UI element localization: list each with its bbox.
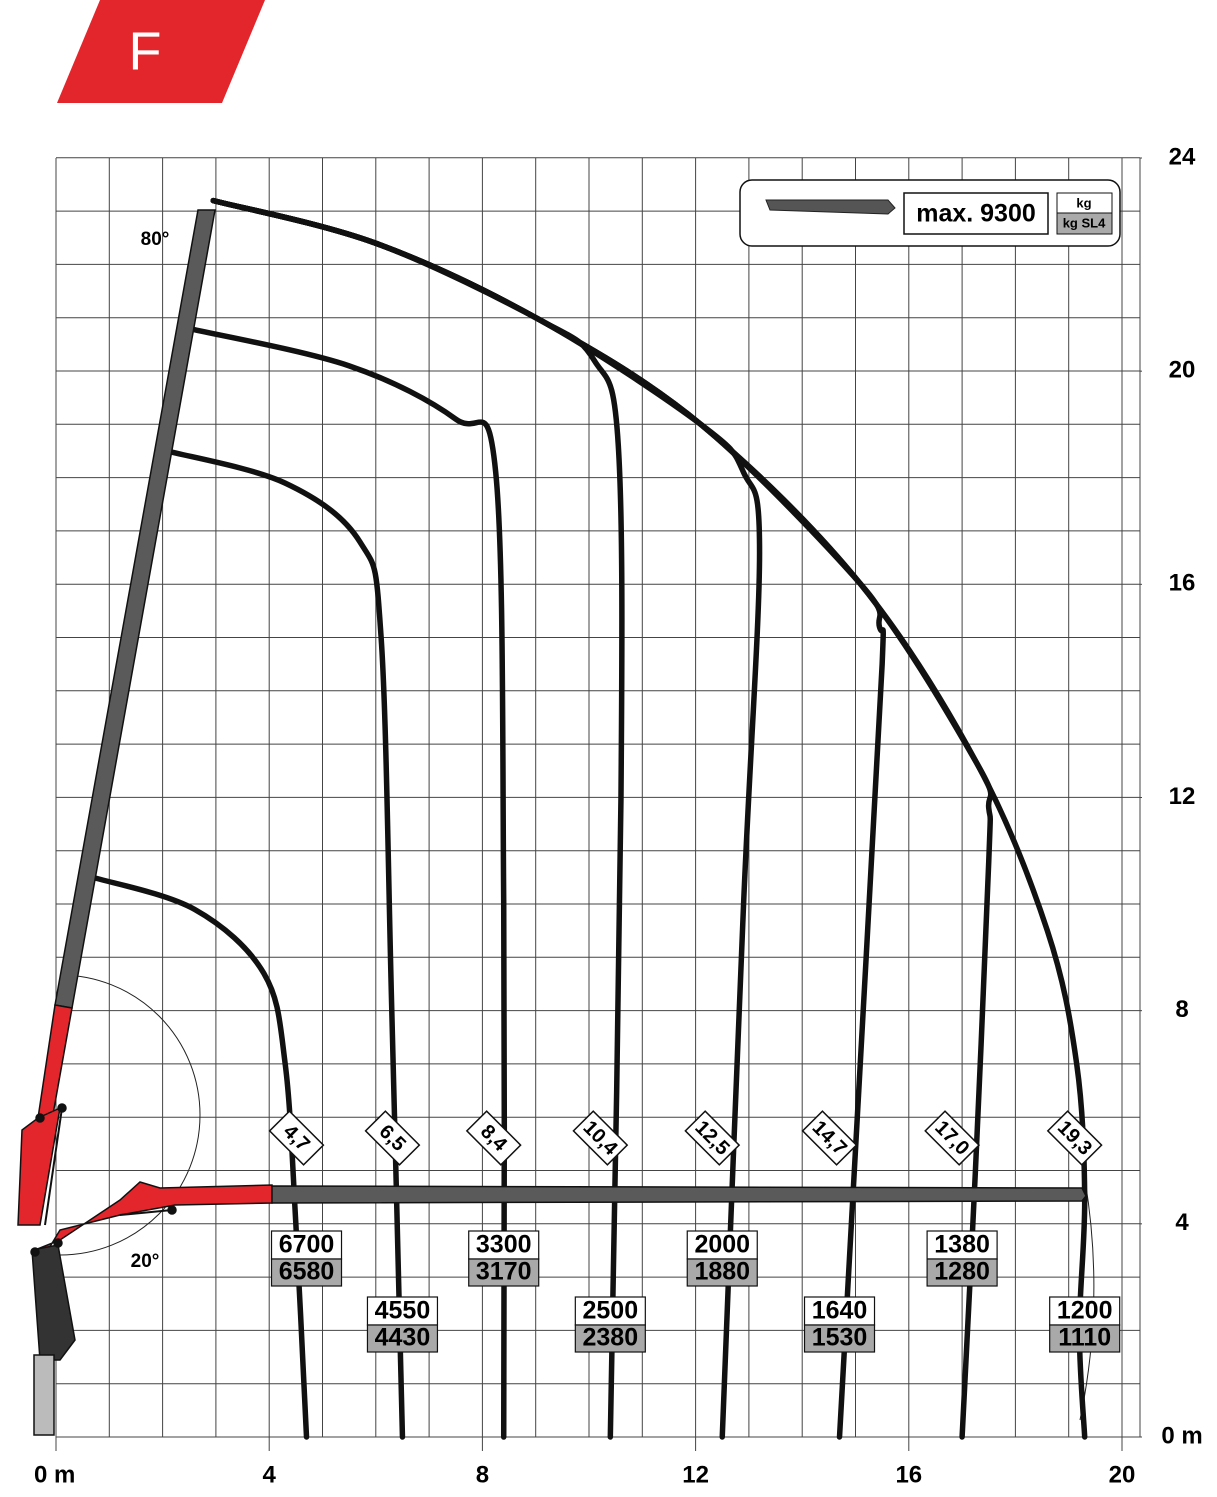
reach-label-box (465, 1110, 522, 1166)
badge (57, 0, 265, 103)
reach-label-box (572, 1110, 629, 1166)
load-sl4-box (468, 1258, 540, 1287)
load-value: 2500 (583, 1297, 639, 1325)
reach-curve (210, 197, 1088, 1440)
x-tick-label: 20 (1109, 1461, 1136, 1488)
load-box (270, 1230, 343, 1260)
load-value: 4550 (375, 1297, 431, 1325)
load-value: 3300 (476, 1231, 532, 1259)
reach-label-box (268, 1110, 325, 1166)
legend-unit: kg (1076, 195, 1091, 210)
y-tick-label: 0 m (1161, 1422, 1202, 1449)
curves (90, 197, 1088, 1440)
grid (55, 157, 1142, 1451)
x-tick-label: 8 (476, 1461, 489, 1488)
reach-label: 8,4 (465, 1110, 522, 1166)
badge-text: F (129, 21, 162, 81)
load-sl4-box (270, 1258, 343, 1287)
reach-label-box (924, 1110, 981, 1166)
y-tick-label: 20 (1169, 357, 1196, 384)
x-tick-label: 4 (263, 1461, 277, 1488)
load-sl4-value: 2380 (583, 1324, 639, 1352)
slew-arc (59, 974, 201, 1256)
load-value: 1200 (1057, 1297, 1113, 1325)
x-tick-label: 12 (682, 1461, 709, 1488)
crane (17, 209, 1087, 1436)
load-value: 6700 (279, 1231, 335, 1259)
load-sl4-box (1049, 1324, 1121, 1353)
load-sl4-value: 1280 (934, 1258, 990, 1286)
load-sl4-value: 1880 (694, 1258, 750, 1286)
reach-label: 4,7 (268, 1110, 325, 1166)
y-tick-label: 8 (1175, 996, 1188, 1023)
load-sl4-value: 4430 (375, 1324, 431, 1352)
x-tick-label: 16 (895, 1461, 922, 1488)
y-tick-label: 4 (1175, 1209, 1189, 1236)
load-value: 2000 (694, 1231, 750, 1259)
load-value: 1640 (812, 1297, 868, 1325)
legend-max-box (903, 192, 1049, 235)
y-tick-label: 16 (1169, 570, 1196, 597)
legend-unit-sl4-box (1056, 212, 1113, 235)
y-tick-label: 24 (1169, 143, 1196, 170)
load-sl4-box (366, 1324, 439, 1353)
reach-label: 10,4 (572, 1110, 629, 1166)
reach-label: 14,7 (801, 1110, 858, 1166)
load-box (574, 1296, 646, 1326)
load-sl4-box (574, 1324, 646, 1353)
legend-max: max. 9300 (916, 200, 1036, 228)
load-sl4-box (686, 1258, 758, 1287)
x-tick-label: 0 m (34, 1461, 75, 1488)
reach-curve (186, 325, 508, 1440)
reach-label-box (1046, 1110, 1103, 1166)
load-box (803, 1296, 876, 1326)
y-tick-label: 12 (1169, 783, 1196, 810)
reach-label: 17,0 (924, 1110, 981, 1166)
load-sl4-box (926, 1258, 998, 1287)
legend-boom-icon (765, 199, 896, 215)
load-sl4-value: 1530 (812, 1324, 868, 1352)
reach-label: 19,3 (1046, 1110, 1103, 1166)
reach-label-box (364, 1110, 421, 1166)
load-sl4-value: 3170 (476, 1258, 532, 1286)
reach-curve (165, 448, 406, 1440)
load-box (1049, 1296, 1121, 1326)
load-value: 1380 (934, 1231, 990, 1259)
legend-unit-sl4: kg SL4 (1063, 215, 1106, 230)
load-sl4-box (803, 1324, 876, 1353)
load-sl4-value: 1110 (1058, 1324, 1111, 1352)
reach-label-box (801, 1110, 858, 1166)
load-box (686, 1230, 758, 1260)
reach-label: 12,5 (684, 1110, 741, 1166)
reach-label: 6,5 (364, 1110, 421, 1166)
reach-label-box (684, 1110, 741, 1166)
angle-label: 20° (131, 1251, 160, 1272)
angle-label: 80° (141, 229, 170, 250)
load-sl4-value: 6580 (279, 1258, 335, 1286)
reach-curve (90, 874, 310, 1440)
